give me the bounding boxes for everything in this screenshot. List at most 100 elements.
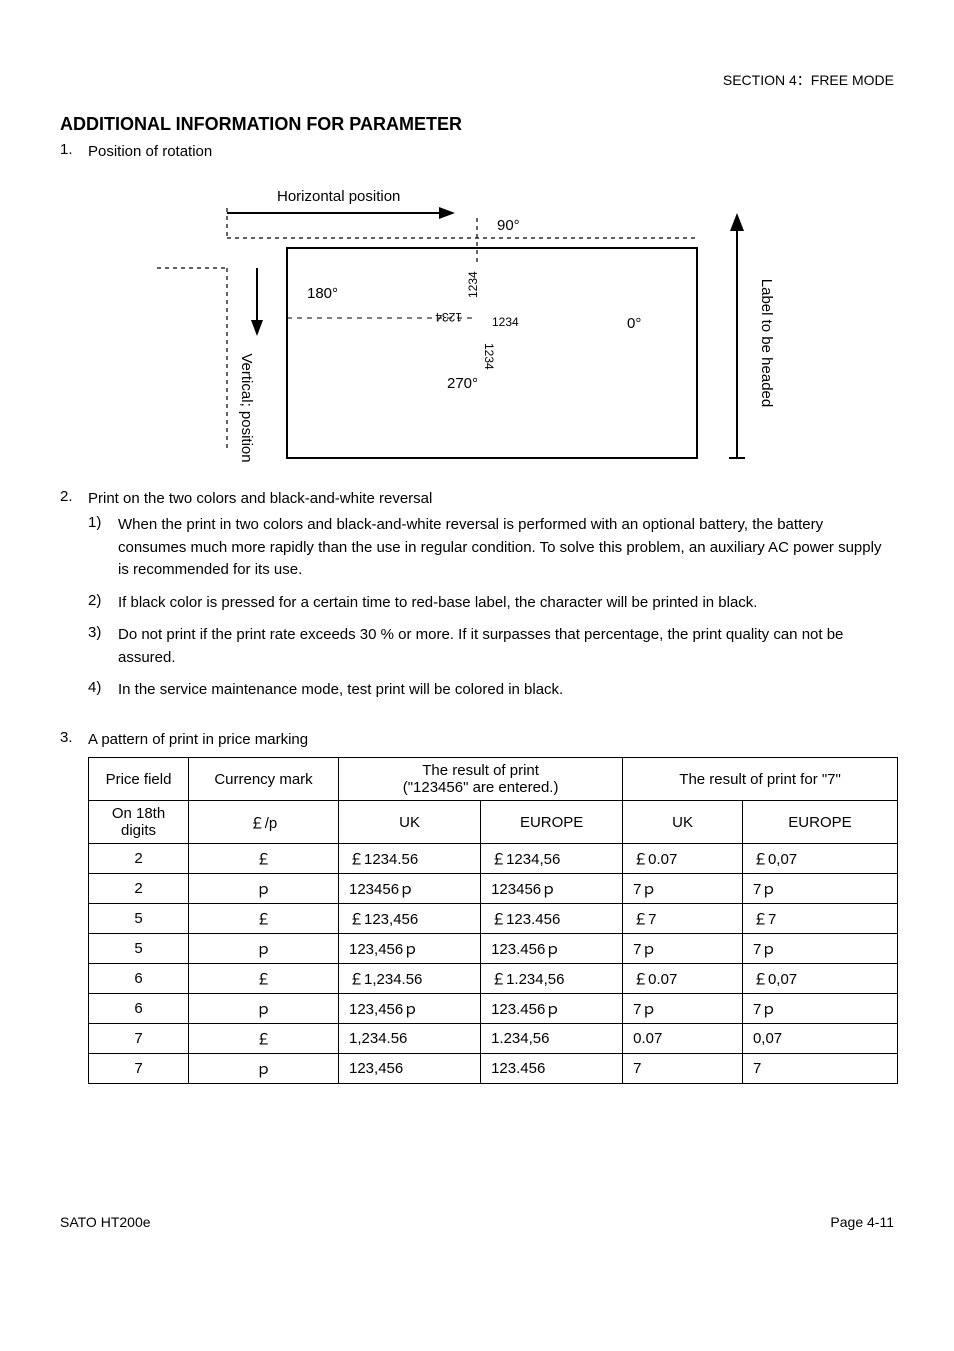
item-1-title: Position of rotation (88, 141, 894, 164)
table-cell: ￡7 (623, 904, 743, 934)
item-2-sub-3-text: Do not print if the print rate exceeds 3… (118, 624, 894, 669)
item-2-sub-1-text: When the print in two colors and black-a… (118, 514, 894, 582)
item-1: 1. Position of rotation (60, 141, 894, 164)
table-cell: 7ｐ (623, 994, 743, 1024)
table-cell: 7ｐ (742, 994, 897, 1024)
th-result-print-line1: The result of print (422, 762, 539, 779)
table-cell: 7 (623, 1054, 743, 1084)
item-2-sub-2: 2) If black color is pressed for a certa… (88, 592, 894, 615)
table-row: On 18th digits￡/pUKEUROPEUKEUROPE (89, 801, 898, 844)
table-cell: ￡123.456 (481, 904, 623, 934)
table-cell: 6 (89, 964, 189, 994)
table-cell: 6 (89, 994, 189, 1024)
table-row: 7ｐ123,456123.45677 (89, 1054, 898, 1084)
th-result-print: The result of print ("123456" are entere… (339, 758, 623, 801)
table-cell: 123456ｐ (339, 874, 481, 904)
diagram-270: 270° (447, 375, 478, 392)
table-cell: 123.456ｐ (481, 994, 623, 1024)
item-2-sub-3-num: 3) (88, 624, 118, 641)
section-header: SECTION 4：FREE MODE (60, 70, 894, 90)
diagram-sample-left: 1234 (435, 310, 462, 324)
diagram-vertical-label: Vertical; position (238, 353, 255, 462)
diagram-0: 0° (627, 315, 641, 332)
table-cell: ￡123,456 (339, 904, 481, 934)
table-row: 6￡￡1,234.56￡1.234,56￡0.07￡0,07 (89, 964, 898, 994)
table-cell: ￡0.07 (623, 964, 743, 994)
table-cell: 123,456 (339, 1054, 481, 1084)
table-cell: 123456ｐ (481, 874, 623, 904)
table-cell: ｐ (189, 1054, 339, 1084)
table-cell: ￡ (189, 1024, 339, 1054)
table-cell: ｐ (189, 934, 339, 964)
table-row: 6ｐ123,456ｐ123.456ｐ7ｐ7ｐ (89, 994, 898, 1024)
table-cell: ￡1234.56 (339, 844, 481, 874)
table-cell: 7ｐ (742, 934, 897, 964)
table-cell: 2 (89, 874, 189, 904)
footer-left: SATO HT200e (60, 1214, 151, 1230)
item-2-num: 2. (60, 488, 88, 505)
item-2-sub-4-num: 4) (88, 679, 118, 696)
table-cell: ￡1234,56 (481, 844, 623, 874)
table-row: 7￡1,234.561.234,560.070,07 (89, 1024, 898, 1054)
item-2-title: Print on the two colors and black-and-wh… (88, 488, 894, 511)
table-cell: 7ｐ (623, 934, 743, 964)
item-2-sub-4: 4) In the service maintenance mode, test… (88, 679, 894, 702)
table-cell: ￡ (189, 844, 339, 874)
item-2-sub-2-num: 2) (88, 592, 118, 609)
th-result-7: The result of print for "7" (623, 758, 898, 801)
table-cell: 7ｐ (623, 874, 743, 904)
table-cell: 0,07 (742, 1024, 897, 1054)
table-cell: 123.456ｐ (481, 934, 623, 964)
table-cell: UK (339, 801, 481, 844)
th-price-field: Price field (89, 758, 189, 801)
table-cell: On 18th digits (89, 801, 189, 844)
rotation-diagram: Horizontal position 90° Vertical; positi… (157, 168, 797, 468)
item-1-num: 1. (60, 141, 88, 158)
table-row: 2￡￡1234.56￡1234,56￡0.07￡0,07 (89, 844, 898, 874)
main-heading: ADDITIONAL INFORMATION FOR PARAMETER (60, 114, 894, 135)
table-cell: 7 (89, 1054, 189, 1084)
table-cell: 5 (89, 904, 189, 934)
table-row: 2ｐ123456ｐ123456ｐ7ｐ7ｐ (89, 874, 898, 904)
table-cell: EUROPE (481, 801, 623, 844)
table-cell: ￡ (189, 904, 339, 934)
table-cell: 7 (89, 1024, 189, 1054)
table-cell: ￡ (189, 964, 339, 994)
table-cell: 1.234,56 (481, 1024, 623, 1054)
table-cell: ￡0,07 (742, 844, 897, 874)
diagram-sample-up: 1234 (466, 270, 480, 297)
th-result-print-line2: ("123456" are entered.) (403, 779, 559, 796)
diagram-sample-down: 1234 (482, 343, 496, 370)
table-cell: 123,456ｐ (339, 994, 481, 1024)
item-3-title: A pattern of print in price marking (88, 729, 894, 752)
table-cell: 2 (89, 844, 189, 874)
table-cell: 7ｐ (742, 874, 897, 904)
diagram-sample-right: 1234 (492, 315, 519, 329)
diagram-180: 180° (307, 285, 338, 302)
item-3: 3. A pattern of print in price marking (60, 729, 894, 752)
footer-right: Page 4-11 (830, 1214, 894, 1230)
table-row: 5ｐ123,456ｐ123.456ｐ7ｐ7ｐ (89, 934, 898, 964)
table-cell: ｐ (189, 994, 339, 1024)
table-cell: 7 (742, 1054, 897, 1084)
table-cell: 1,234.56 (339, 1024, 481, 1054)
diagram-90: 90° (497, 217, 520, 234)
table-row: 5￡￡123,456￡123.456￡7￡7 (89, 904, 898, 934)
table-cell: ￡0,07 (742, 964, 897, 994)
table-cell: 123,456ｐ (339, 934, 481, 964)
table-cell: ￡1,234.56 (339, 964, 481, 994)
item-2-sublist: 1) When the print in two colors and blac… (88, 514, 894, 702)
diagram-horizontal-label: Horizontal position (277, 188, 400, 205)
item-2-sub-1: 1) When the print in two colors and blac… (88, 514, 894, 582)
table-cell: UK (623, 801, 743, 844)
table-cell: 123.456 (481, 1054, 623, 1084)
item-2-sub-2-text: If black color is pressed for a certain … (118, 592, 894, 615)
item-2-sub-1-num: 1) (88, 514, 118, 531)
table-cell: ｐ (189, 874, 339, 904)
table-cell: ￡1.234,56 (481, 964, 623, 994)
table-cell: ￡/p (189, 801, 339, 844)
item-2-sub-3: 3) Do not print if the print rate exceed… (88, 624, 894, 669)
item-2-sub-4-text: In the service maintenance mode, test pr… (118, 679, 894, 702)
page-footer: SATO HT200e Page 4-11 (60, 1214, 894, 1230)
table-cell: 5 (89, 934, 189, 964)
